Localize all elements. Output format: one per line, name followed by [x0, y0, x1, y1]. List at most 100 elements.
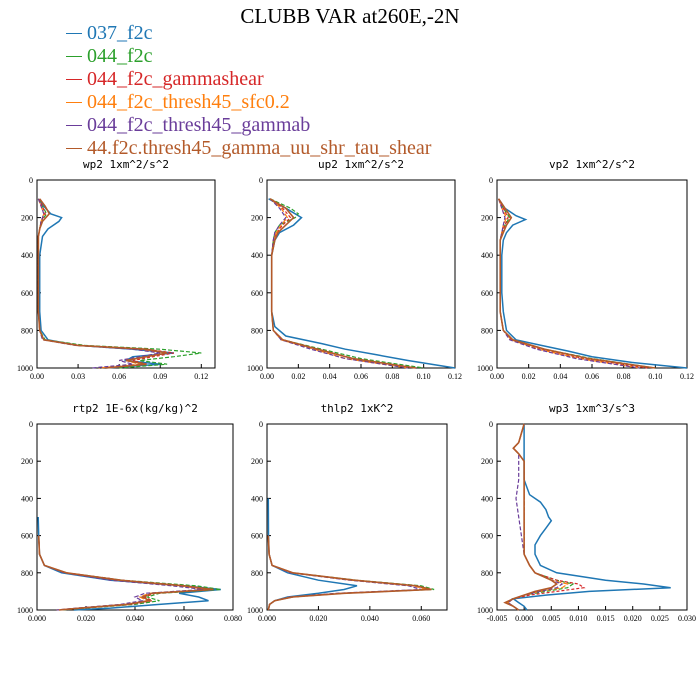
plot-frame: [36, 179, 216, 369]
y-tick-label: 200: [21, 214, 33, 223]
x-tick-label: -0.005: [487, 614, 508, 623]
legend-label: 044_f2c_thresh45_gammab: [87, 114, 311, 136]
series-line: [37, 535, 214, 611]
y-tick-label: 0: [259, 176, 263, 185]
y-tick-label: 400: [251, 494, 263, 503]
series-line: [498, 198, 640, 369]
legend-item: 044_f2c_thresh45_gammab: [66, 114, 431, 137]
y-tick-label: 600: [21, 289, 33, 298]
y-tick-label: 1000: [477, 364, 493, 373]
x-tick-label: 0.00: [30, 372, 44, 381]
y-tick-label: 0: [29, 176, 33, 185]
y-tick-label: 0: [259, 420, 263, 429]
x-tick-label: 0.06: [112, 372, 126, 381]
y-tick-label: 1000: [247, 606, 263, 615]
x-tick-label: 0.030: [678, 614, 696, 623]
x-tick-label: 0.000: [515, 614, 533, 623]
y-tick-label: 200: [21, 457, 33, 466]
legend-swatch: [66, 33, 82, 34]
x-tick-label: 0.025: [651, 614, 669, 623]
x-tick-label: 0.02: [522, 372, 536, 381]
y-tick-label: 1000: [477, 606, 493, 615]
legend-label: 044_f2c_thresh45_sfc0.2: [87, 91, 290, 113]
legend-item: 044_f2c_gammashear: [66, 68, 431, 91]
y-tick-label: 1000: [17, 606, 33, 615]
x-tick-label: 0.00: [260, 372, 274, 381]
x-tick-label: 0.000: [258, 614, 276, 623]
y-tick-label: 200: [481, 457, 493, 466]
x-tick-label: 0.000: [28, 614, 46, 623]
x-tick-label: 0.00: [490, 372, 504, 381]
legend-swatch: [66, 79, 82, 80]
panel-title: rtp2 1E-6x(kg/kg)^2: [72, 402, 198, 415]
legend-swatch: [66, 102, 82, 103]
plot-frame: [266, 179, 456, 369]
legend-swatch: [66, 148, 82, 149]
y-tick-label: 800: [481, 326, 493, 335]
x-tick-label: 0.040: [361, 614, 379, 623]
y-tick-label: 600: [251, 532, 263, 541]
y-tick-label: 600: [481, 289, 493, 298]
series-line: [38, 535, 204, 611]
legend-item: 037_f2c: [66, 22, 431, 45]
series-line: [497, 198, 688, 369]
y-tick-label: 200: [481, 214, 493, 223]
x-tick-label: 0.020: [77, 614, 95, 623]
series-line: [511, 424, 671, 611]
x-tick-label: 0.12: [448, 372, 462, 381]
plot-frame: [496, 423, 688, 611]
x-tick-label: 0.020: [624, 614, 642, 623]
y-tick-label: 200: [251, 457, 263, 466]
panel-title: wp3 1xm^3/s^3: [549, 402, 635, 415]
legend-item: 44.f2c.thresh45_gamma_uu_shr_tau_shear: [66, 137, 431, 160]
x-tick-label: 0.020: [309, 614, 327, 623]
y-tick-label: 600: [481, 532, 493, 541]
x-tick-label: 0.09: [153, 372, 167, 381]
y-tick-label: 1000: [17, 364, 33, 373]
panel-title: thlp2 1xK^2: [321, 402, 394, 415]
plot-panel: wp3 1xm^3/s^3 0 200 400 600 800 1000-0.005 0.00…: [477, 402, 696, 623]
legend-label: 44.f2c.thresh45_gamma_uu_shr_tau_shear: [87, 137, 432, 159]
series-line: [37, 198, 174, 369]
plot-panel: rtp2 1E-6x(kg/kg)^2 0 200 400 600 800 10000.00…: [17, 402, 242, 623]
x-tick-label: 0.060: [412, 614, 430, 623]
panel-title: up2 1xm^2/s^2: [318, 158, 404, 171]
series-line: [497, 198, 656, 369]
series-line: [37, 198, 168, 369]
series-line: [267, 535, 432, 611]
panel-title: vp2 1xm^2/s^2: [549, 158, 635, 171]
x-tick-label: 0.10: [417, 372, 431, 381]
y-tick-label: 400: [21, 251, 33, 260]
x-tick-label: 0.12: [194, 372, 208, 381]
x-tick-label: 0.005: [542, 614, 560, 623]
legend-label: 044_f2c_gammashear: [87, 68, 264, 90]
x-tick-label: 0.015: [597, 614, 615, 623]
y-tick-label: 0: [29, 420, 33, 429]
x-tick-label: 0.08: [385, 372, 399, 381]
series-line: [269, 198, 416, 369]
x-tick-label: 0.060: [175, 614, 193, 623]
x-tick-label: 0.12: [680, 372, 694, 381]
plot-frame: [496, 179, 688, 369]
series-line: [503, 423, 559, 611]
legend-item: 044_f2c_thresh45_sfc0.2: [66, 91, 431, 114]
legend: 037_f2c 044_f2c 044_f2c_gammashear 044_f…: [66, 22, 431, 160]
figure-title: CLUBB VAR at260E,-2N: [240, 4, 460, 28]
legend-label: 044_f2c: [87, 45, 153, 67]
legend-item: 044_f2c: [66, 45, 431, 68]
y-tick-label: 800: [251, 569, 263, 578]
x-tick-label: 0.08: [617, 372, 631, 381]
y-tick-label: 600: [251, 289, 263, 298]
x-tick-label: 0.02: [291, 372, 305, 381]
legend-swatch: [66, 125, 82, 126]
y-tick-label: 0: [489, 176, 493, 185]
x-tick-label: 0.040: [126, 614, 144, 623]
y-tick-label: 400: [251, 251, 263, 260]
plot-frame: [266, 423, 448, 611]
y-tick-label: 400: [481, 494, 493, 503]
x-tick-label: 0.04: [323, 372, 337, 381]
